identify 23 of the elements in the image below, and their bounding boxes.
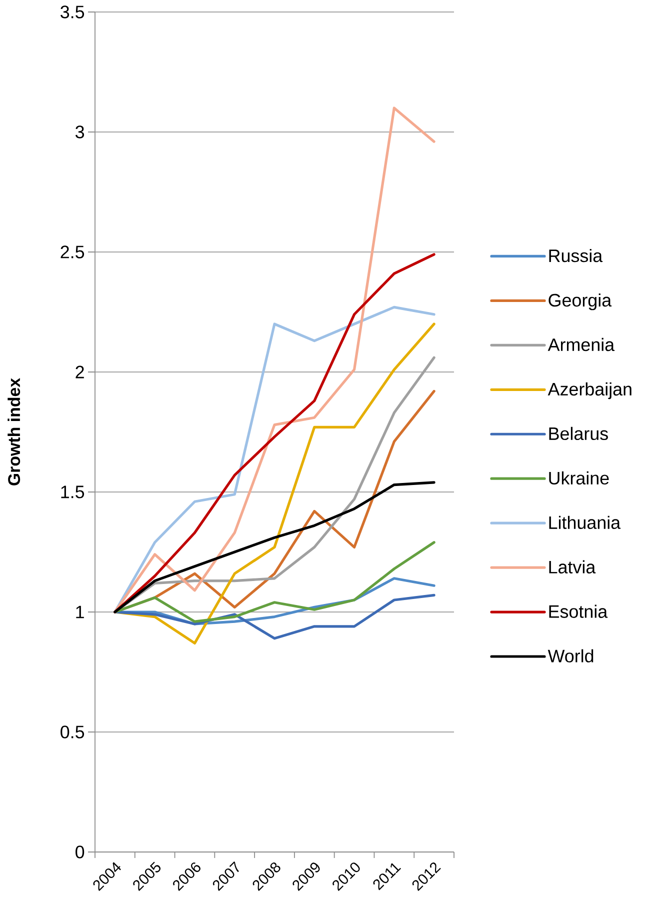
y-tick-label: 3 (76, 126, 84, 138)
legend-label: Georgia (548, 293, 612, 310)
legend-label: Ukraine (549, 471, 609, 485)
y-axis-title: Growth index (8, 378, 20, 486)
y-tick-label: 2 (76, 366, 84, 378)
legend-label: Esotnia (549, 604, 608, 618)
y-tick-label: 0 (76, 846, 84, 858)
legend-label: Lithuania (549, 516, 621, 529)
line-series (114, 481, 436, 614)
legend-label: Belarus (549, 426, 608, 440)
legend-label: Russia (549, 248, 603, 262)
line-series (114, 541, 436, 623)
legend-label: Armenia (548, 338, 615, 352)
line-series (114, 594, 436, 640)
y-tick-label: 1 (76, 606, 84, 618)
y-tick-label: 1.5 (61, 486, 84, 498)
legend-label: World (548, 649, 594, 662)
y-tick-label: 3.5 (60, 6, 84, 18)
y-tick-label: 0.5 (60, 726, 84, 738)
y-tick-label: 2.5 (60, 246, 84, 258)
line-series (114, 106, 436, 614)
legend-label: Latvia (549, 560, 596, 574)
legend-label: Azerbaijan (548, 382, 632, 400)
